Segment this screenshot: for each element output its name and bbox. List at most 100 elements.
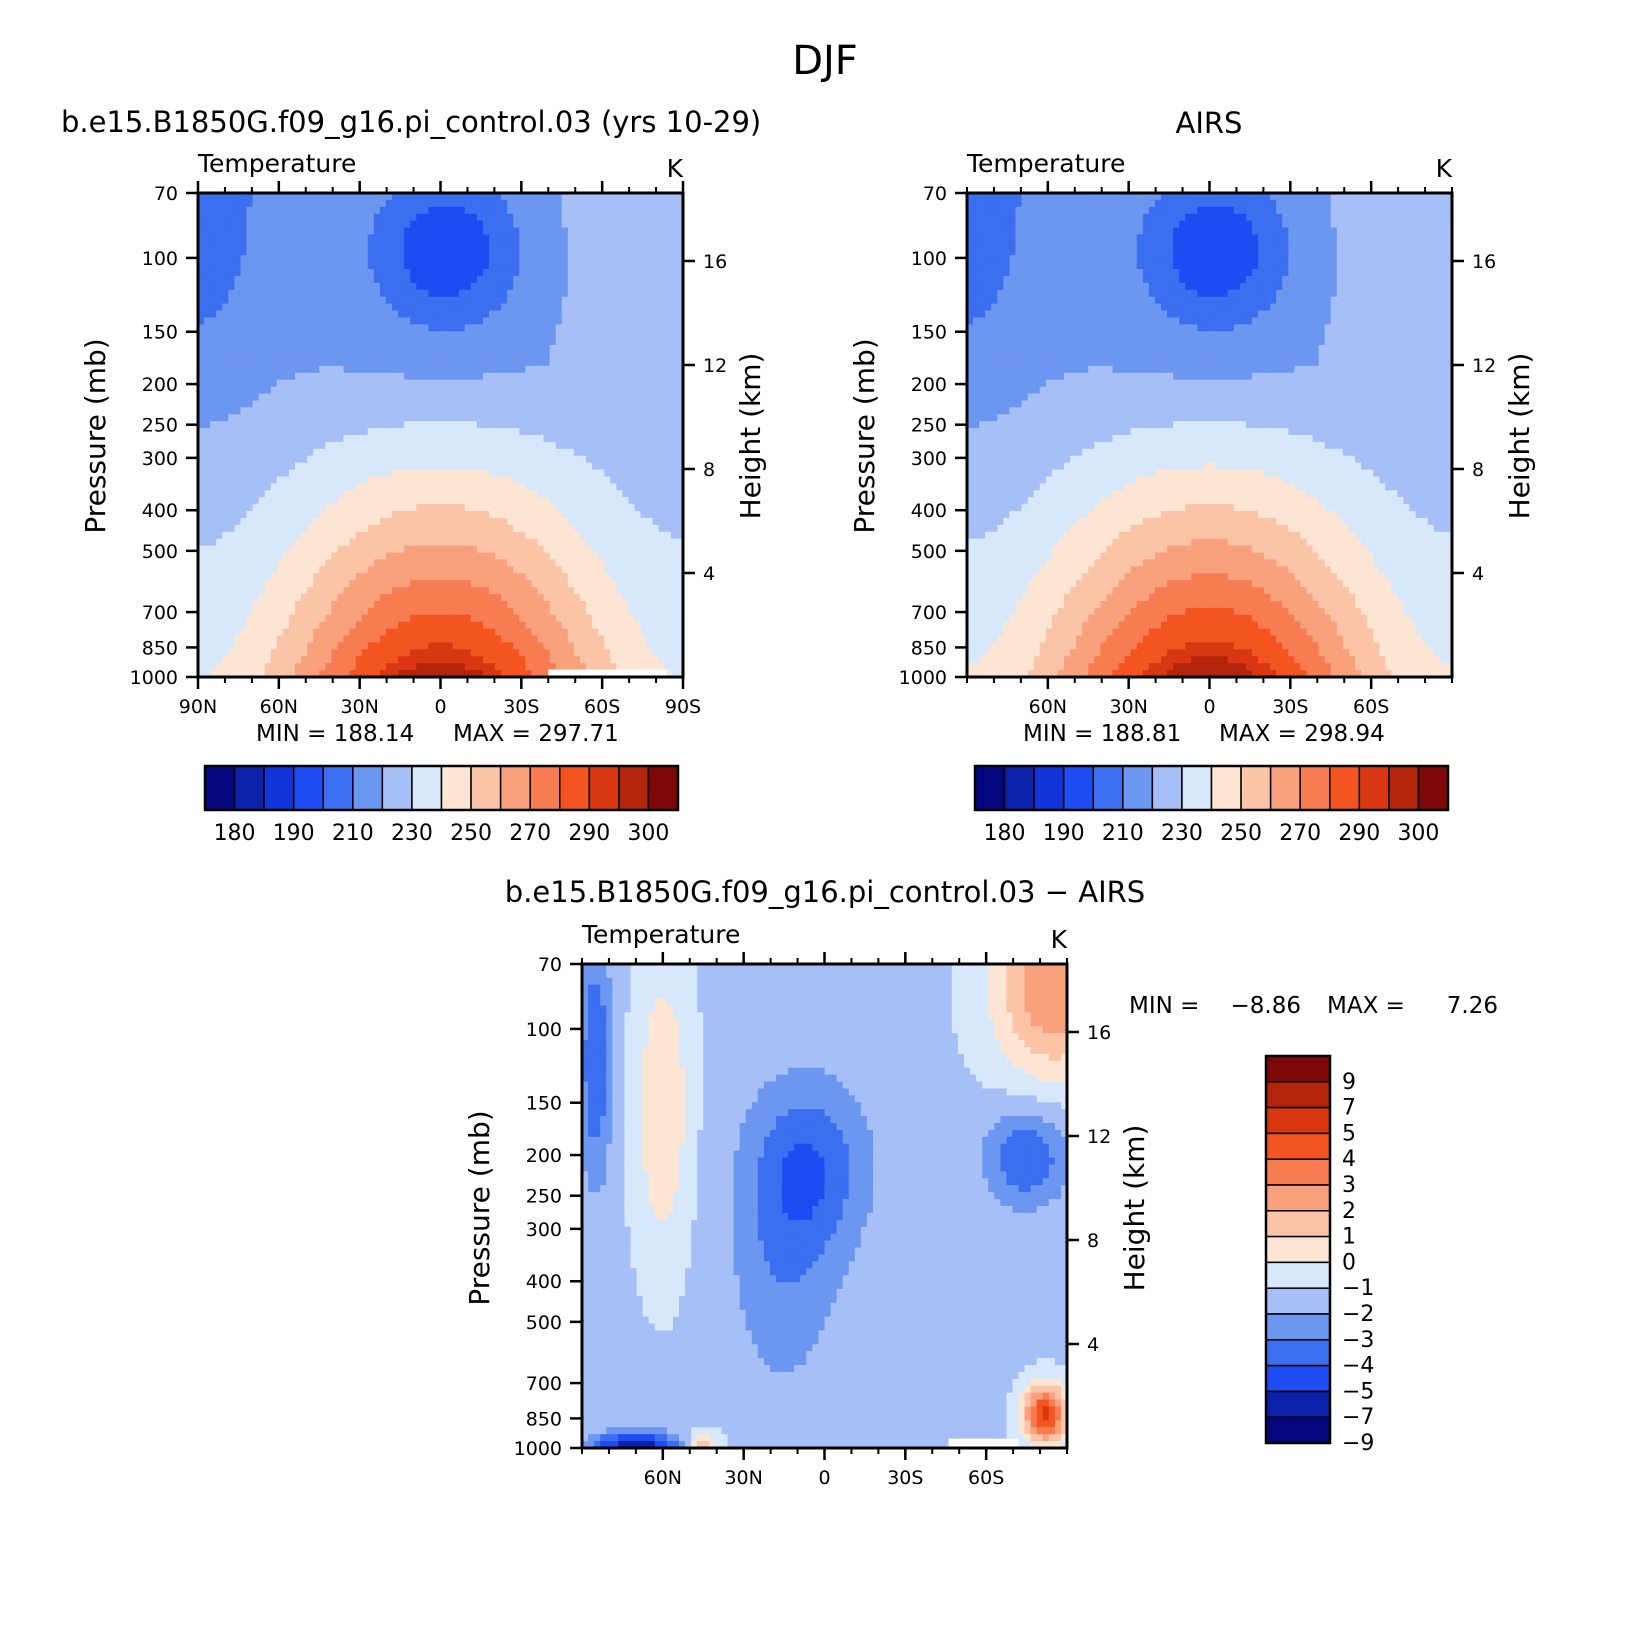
contour-cell bbox=[622, 504, 630, 512]
contour-cell bbox=[640, 580, 648, 588]
contour-cell bbox=[210, 331, 217, 339]
contour-cell bbox=[628, 199, 636, 208]
contour-cell bbox=[628, 566, 636, 574]
contour-cell bbox=[616, 524, 623, 533]
contour-cell bbox=[422, 545, 429, 554]
contour-cell bbox=[567, 538, 575, 547]
contour-cell bbox=[331, 587, 339, 595]
contour-cell bbox=[216, 580, 223, 588]
contour-cell bbox=[331, 483, 339, 491]
contour-cell bbox=[295, 414, 302, 422]
contour-cell bbox=[301, 338, 308, 346]
contour-cell bbox=[228, 234, 235, 242]
contour-cell bbox=[555, 607, 563, 616]
contour-cell bbox=[307, 517, 314, 526]
contour-cell bbox=[258, 483, 266, 491]
contour-cell bbox=[222, 269, 229, 277]
contour-cell bbox=[398, 393, 405, 402]
contour-cell bbox=[264, 358, 272, 367]
contour-cell bbox=[507, 455, 514, 464]
contour-cell bbox=[264, 296, 272, 305]
contour-cell bbox=[579, 365, 587, 374]
contour-cell bbox=[610, 338, 617, 346]
contour-cell bbox=[349, 213, 357, 222]
contour-cell bbox=[640, 206, 648, 215]
contour-cell bbox=[361, 248, 369, 256]
contour-cell bbox=[476, 545, 484, 554]
contour-cell bbox=[228, 531, 235, 540]
contour-cell bbox=[549, 255, 557, 263]
contour-cell bbox=[252, 621, 260, 630]
contour-cell bbox=[525, 497, 533, 505]
contour-cell bbox=[646, 566, 654, 574]
contour-cell bbox=[228, 573, 235, 581]
contour-cell bbox=[210, 400, 217, 408]
contour-cell bbox=[270, 587, 278, 595]
contour-cell bbox=[325, 275, 332, 284]
contour-cell bbox=[458, 566, 466, 574]
contour-cell bbox=[664, 193, 672, 201]
contour-cell bbox=[313, 324, 320, 332]
contour-cell bbox=[246, 600, 254, 609]
contour-cell bbox=[410, 594, 417, 602]
contour-cell bbox=[228, 255, 235, 263]
contour-cell bbox=[210, 352, 217, 360]
contour-cell bbox=[258, 448, 266, 457]
contour-cell bbox=[313, 400, 320, 408]
contour-cell bbox=[658, 400, 666, 408]
contour-cell bbox=[258, 345, 266, 353]
contour-cell bbox=[543, 587, 551, 595]
contour-cell bbox=[355, 206, 363, 215]
contour-cell bbox=[640, 365, 648, 374]
contour-cell bbox=[258, 573, 266, 581]
contour-cell bbox=[307, 428, 314, 436]
contour-cell bbox=[446, 483, 454, 491]
contour-cell bbox=[664, 524, 672, 533]
contour-cell bbox=[452, 566, 460, 574]
contour-cell bbox=[428, 358, 436, 367]
contour-cell bbox=[549, 338, 557, 346]
contour-cell bbox=[543, 428, 551, 436]
contour-cell bbox=[531, 379, 539, 388]
contour-cell bbox=[598, 511, 605, 519]
contour-cell bbox=[525, 317, 533, 325]
contour-cell bbox=[537, 289, 545, 298]
contour-cell bbox=[416, 193, 423, 201]
contour-cell bbox=[246, 358, 254, 367]
contour-cell bbox=[440, 262, 448, 270]
contour-cell bbox=[270, 255, 278, 263]
contour-cell bbox=[282, 490, 290, 498]
contour-cell bbox=[258, 497, 266, 505]
contour-cell bbox=[628, 386, 636, 395]
contour-cell bbox=[210, 234, 217, 242]
contour-cell bbox=[610, 199, 617, 208]
contour-cell bbox=[416, 386, 423, 395]
contour-cell bbox=[670, 372, 678, 381]
contour-cell bbox=[222, 241, 229, 249]
contour-cell bbox=[343, 428, 351, 436]
contour-cell bbox=[616, 587, 623, 595]
contour-cell bbox=[258, 545, 266, 554]
contour-cell bbox=[282, 400, 290, 408]
contour-cell bbox=[392, 621, 399, 630]
contour-cell bbox=[246, 317, 254, 325]
contour-cell bbox=[446, 213, 454, 222]
contour-cell bbox=[319, 289, 326, 298]
contour-cell bbox=[240, 275, 248, 284]
contour-cell bbox=[628, 559, 636, 567]
contour-cell bbox=[246, 241, 254, 249]
contour-cell bbox=[464, 490, 472, 498]
contour-cell bbox=[404, 462, 411, 471]
contour-cell bbox=[513, 469, 520, 478]
contour-cell bbox=[634, 331, 642, 339]
contour-cell bbox=[640, 455, 648, 464]
contour-cell bbox=[349, 594, 357, 602]
contour-cell bbox=[482, 497, 490, 505]
contour-cell bbox=[616, 414, 623, 422]
contour-cell bbox=[670, 365, 678, 374]
contour-cell bbox=[616, 517, 623, 526]
contour-cell bbox=[343, 455, 351, 464]
contour-cell bbox=[513, 386, 520, 395]
contour-cell bbox=[670, 511, 678, 519]
contour-cell bbox=[598, 476, 605, 484]
